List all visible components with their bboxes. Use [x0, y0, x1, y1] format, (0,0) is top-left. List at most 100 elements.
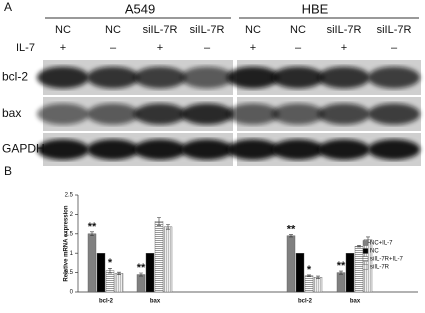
bar: [313, 277, 323, 293]
lane-label: siIL-7R: [327, 24, 362, 36]
treatment-sign: –: [391, 42, 398, 54]
y-tick-label: 0: [70, 290, 74, 296]
treatment-sign: –: [295, 42, 302, 54]
blot-band: [87, 66, 139, 89]
bar: [286, 235, 296, 293]
error-bar: [166, 224, 170, 230]
blot-band: [227, 139, 279, 160]
blot-band: [318, 139, 370, 160]
error-bar: [289, 234, 293, 238]
panel-label: B: [4, 164, 12, 178]
blot-band: [37, 103, 89, 125]
blot-band: [318, 66, 370, 89]
panel-label: A: [4, 0, 12, 14]
legend-swatch: [362, 256, 369, 262]
y-tick-label: 1.5: [65, 231, 74, 237]
treatment-sign: +: [60, 42, 66, 54]
blot-label: bcl-2: [2, 70, 28, 84]
x-tick-label: bax: [350, 299, 361, 305]
blot-band: [272, 103, 324, 125]
legend-swatch: [362, 264, 369, 270]
legend-swatch: [362, 240, 369, 246]
error-bar: [108, 268, 112, 274]
bar: [145, 252, 155, 293]
y-tick-label: 0.5: [65, 270, 74, 276]
bar: [136, 274, 146, 293]
error-bar: [157, 217, 161, 226]
bar: [154, 221, 164, 293]
lane-label: NC: [290, 24, 306, 36]
x-tick-label: bax: [150, 299, 161, 305]
x-tick-label: bcl-2: [99, 299, 114, 305]
cell-line-label: HBE: [302, 1, 329, 16]
bar: [105, 270, 115, 293]
blot-band: [318, 103, 370, 125]
bar: [354, 246, 364, 293]
bar: [304, 275, 314, 293]
blot-label: GAPDH: [2, 142, 45, 156]
blot-band: [87, 139, 139, 160]
treatment-sign: –: [204, 42, 211, 54]
blot-band: [368, 66, 420, 89]
blot-band: [368, 139, 420, 160]
error-bar: [139, 272, 143, 277]
blot-band: [272, 66, 324, 89]
blot-band: [134, 103, 186, 125]
legend-label: siIL-7R+IL-7: [370, 257, 404, 263]
blot-band: [181, 66, 233, 89]
treatment-sign: +: [250, 42, 256, 54]
blot-band: [272, 139, 324, 160]
lane-label: siIL-7R: [190, 24, 225, 36]
error-bar: [316, 275, 320, 279]
bar: [163, 226, 173, 293]
bar: [345, 252, 355, 293]
error-bar: [90, 231, 94, 237]
significance-mark: *: [108, 257, 113, 269]
y-tick-label: 2: [70, 212, 74, 218]
blot-band: [134, 139, 186, 160]
lane-label: siIL-7R: [377, 24, 412, 36]
error-bar: [117, 271, 121, 275]
significance-mark: **: [287, 223, 296, 235]
blot-band: [37, 139, 89, 160]
treatment-sign: +: [341, 42, 347, 54]
blot-band: [87, 103, 139, 125]
x-tick-label: bcl-2: [298, 299, 313, 305]
treatment-label: IL-7: [16, 42, 35, 54]
significance-mark: **: [137, 262, 146, 274]
error-bar: [339, 270, 343, 275]
blot-band: [134, 66, 186, 89]
bar: [336, 272, 346, 293]
significance-mark: **: [337, 260, 346, 272]
y-axis-title: Relative mRNA expression: [64, 205, 70, 281]
blot-band: [368, 103, 420, 125]
lane-label: siIL-7R: [143, 24, 178, 36]
error-bar: [357, 245, 361, 248]
blot-band: [181, 139, 233, 160]
legend-label: NC: [370, 249, 379, 255]
blot-band: [227, 66, 279, 89]
treatment-sign: –: [110, 42, 117, 54]
lane-label: NC: [245, 24, 261, 36]
significance-mark: *: [307, 264, 312, 276]
lane-label: NC: [55, 24, 71, 36]
blot-label: bax: [2, 106, 21, 120]
blot-band: [37, 66, 89, 89]
y-tick-label: 1: [70, 251, 74, 257]
y-tick-label: 2.5: [65, 193, 74, 199]
blot-band: [227, 103, 279, 125]
legend-label: siIL-7R: [370, 265, 390, 271]
treatment-sign: +: [157, 42, 163, 54]
bar: [114, 273, 124, 293]
lane-label: NC: [105, 24, 121, 36]
legend-swatch: [362, 248, 369, 254]
error-bar: [307, 274, 311, 277]
bar: [96, 252, 106, 293]
significance-mark: **: [88, 221, 97, 233]
blot-band: [181, 103, 233, 125]
legend-label: NC+IL-7: [370, 241, 393, 247]
bar: [87, 233, 97, 293]
cell-line-label: A549: [125, 1, 155, 16]
